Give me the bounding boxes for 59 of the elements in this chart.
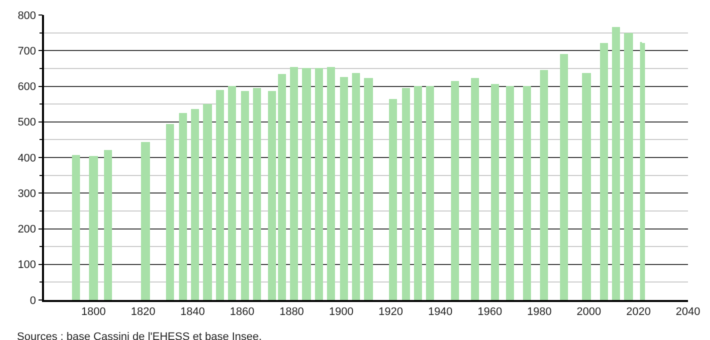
bar xyxy=(389,99,397,300)
bar xyxy=(426,86,434,300)
bar xyxy=(364,78,373,300)
x-tick-label: 1800 xyxy=(81,306,106,318)
bar xyxy=(402,88,410,300)
bar xyxy=(241,91,249,300)
x-tick-label: 1860 xyxy=(230,306,254,318)
bar xyxy=(600,43,608,300)
bar xyxy=(540,70,548,300)
x-tick-label: 1820 xyxy=(130,306,156,318)
x-tick-label: 2020 xyxy=(626,306,651,318)
bar xyxy=(523,86,531,300)
bar xyxy=(290,67,298,300)
y-tick-label: 100 xyxy=(18,259,36,272)
bar xyxy=(612,27,620,300)
bar xyxy=(228,86,236,300)
y-tick-label: 600 xyxy=(18,81,36,94)
bar xyxy=(414,86,422,300)
bar xyxy=(506,86,514,300)
y-tick-label: 200 xyxy=(18,224,36,236)
y-tick-label: 0 xyxy=(30,294,36,307)
bar xyxy=(560,54,568,300)
bar xyxy=(253,88,261,300)
x-tick-label: 1900 xyxy=(328,306,354,318)
bar xyxy=(166,124,174,300)
bar xyxy=(179,113,187,300)
bar xyxy=(216,90,224,300)
x-tick-label: 2040 xyxy=(676,306,700,318)
y-tick-label: 500 xyxy=(18,116,36,129)
bar xyxy=(268,91,276,300)
y-tick-label: 400 xyxy=(18,152,36,164)
bar xyxy=(89,156,98,300)
bar xyxy=(327,67,335,300)
y-tick-label: 800 xyxy=(18,10,36,22)
bar xyxy=(278,74,286,300)
bar xyxy=(191,109,199,300)
x-tick-label: 1980 xyxy=(527,306,552,318)
bar xyxy=(352,73,360,300)
bar xyxy=(141,142,150,300)
x-tick-label: 1880 xyxy=(279,306,304,318)
x-tick-label: 1920 xyxy=(378,306,404,318)
bar xyxy=(582,73,591,300)
bar xyxy=(451,81,459,300)
bar xyxy=(72,155,80,300)
x-tick-label: 1960 xyxy=(478,306,502,318)
y-tick-label: 700 xyxy=(18,45,36,58)
bar xyxy=(203,104,212,300)
bar xyxy=(340,77,348,300)
bar xyxy=(104,150,112,300)
bar xyxy=(624,33,633,300)
x-tick-label: 1840 xyxy=(180,306,205,318)
source-note: Sources : base Cassini de l'EHESS et base Insee. xyxy=(17,331,262,340)
bar xyxy=(302,68,311,300)
bar xyxy=(491,84,499,300)
x-tick-label: 1940 xyxy=(428,306,453,318)
x-tick-label: 2000 xyxy=(576,306,602,318)
bar xyxy=(315,68,323,300)
y-tick-label: 300 xyxy=(18,188,36,200)
bar xyxy=(471,78,479,300)
